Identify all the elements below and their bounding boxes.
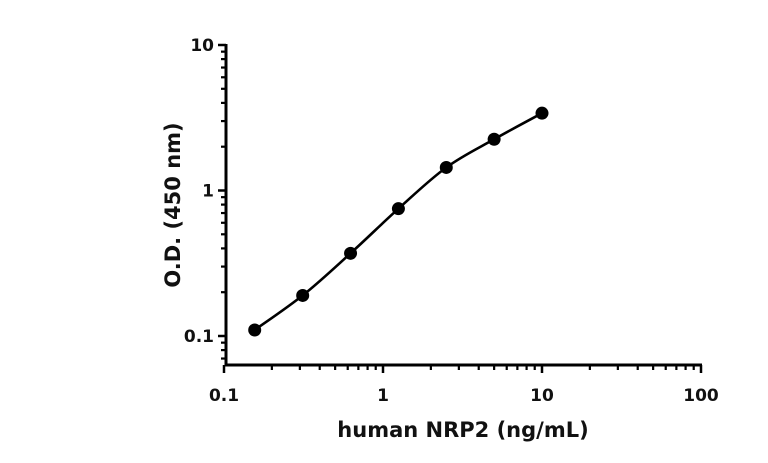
y-axis: 0.1 1 10 <box>184 36 228 367</box>
y-tick-label: 0.1 <box>184 327 214 347</box>
x-tick-label: 100 <box>683 386 719 406</box>
x-tick-label: 0.1 <box>209 386 239 406</box>
data-point-marker <box>439 160 453 174</box>
y-tick-label: 10 <box>190 36 214 56</box>
x-axis-title: human NRP2 (ng/mL) <box>337 418 588 442</box>
data-point-marker <box>487 132 501 146</box>
data-point-marker <box>535 106 549 120</box>
data-point-marker <box>344 246 358 260</box>
data-point-marker <box>248 323 262 337</box>
y-axis-title: O.D. (450 nm) <box>161 122 185 287</box>
data-points <box>248 106 549 337</box>
x-axis: 0.1 1 10 100 <box>209 363 719 406</box>
data-point-marker <box>296 288 310 302</box>
x-tick-label: 10 <box>530 386 554 406</box>
data-point-marker <box>391 202 405 216</box>
x-tick-label: 1 <box>377 386 389 406</box>
y-tick-label: 1 <box>202 182 214 202</box>
